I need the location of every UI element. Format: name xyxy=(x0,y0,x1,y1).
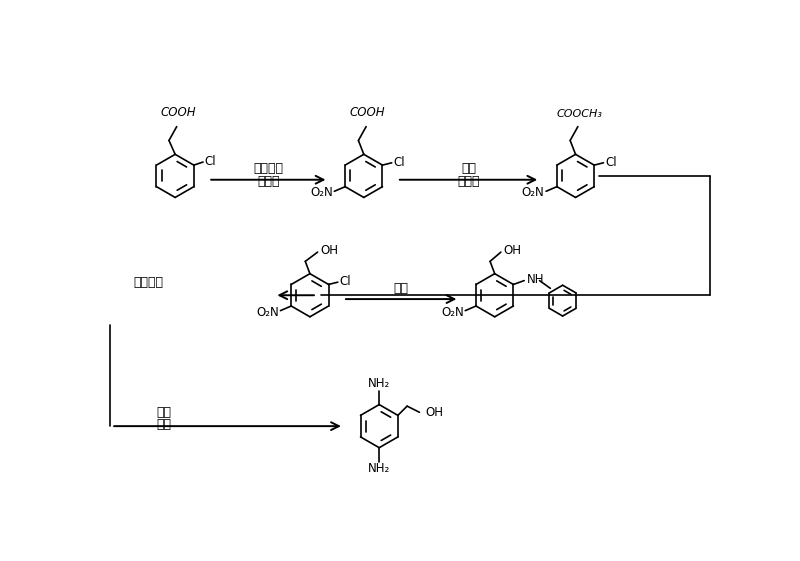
Text: OH: OH xyxy=(503,244,521,257)
Text: 苄胺: 苄胺 xyxy=(394,282,409,295)
Text: OH: OH xyxy=(426,406,443,419)
Text: O₂N: O₂N xyxy=(256,306,279,319)
Text: NH₂: NH₂ xyxy=(368,378,390,390)
Text: NH: NH xyxy=(526,273,544,286)
Text: 浓硫酸: 浓硫酸 xyxy=(257,175,279,188)
Text: COOH: COOH xyxy=(161,106,196,119)
Text: 甲醇: 甲醇 xyxy=(461,163,476,176)
Text: NH₂: NH₂ xyxy=(368,462,390,475)
Text: O₂N: O₂N xyxy=(310,186,333,199)
Text: 硼氢化钠: 硼氢化钠 xyxy=(133,277,163,289)
Text: Cl: Cl xyxy=(339,275,351,288)
Text: O₂N: O₂N xyxy=(522,186,545,199)
Text: 浓硫酸: 浓硫酸 xyxy=(458,175,480,188)
Text: O₂N: O₂N xyxy=(441,306,464,319)
Text: COOH: COOH xyxy=(350,106,386,119)
Text: 钯炭: 钯炭 xyxy=(156,406,171,419)
Text: 发烟硝酸: 发烟硝酸 xyxy=(254,163,283,176)
Text: Cl: Cl xyxy=(394,155,405,168)
Text: OH: OH xyxy=(321,244,338,257)
Text: COOCH₃: COOCH₃ xyxy=(557,109,602,119)
Text: Cl: Cl xyxy=(205,155,216,168)
Text: Cl: Cl xyxy=(605,155,617,168)
Text: 甲醇: 甲醇 xyxy=(156,418,171,431)
